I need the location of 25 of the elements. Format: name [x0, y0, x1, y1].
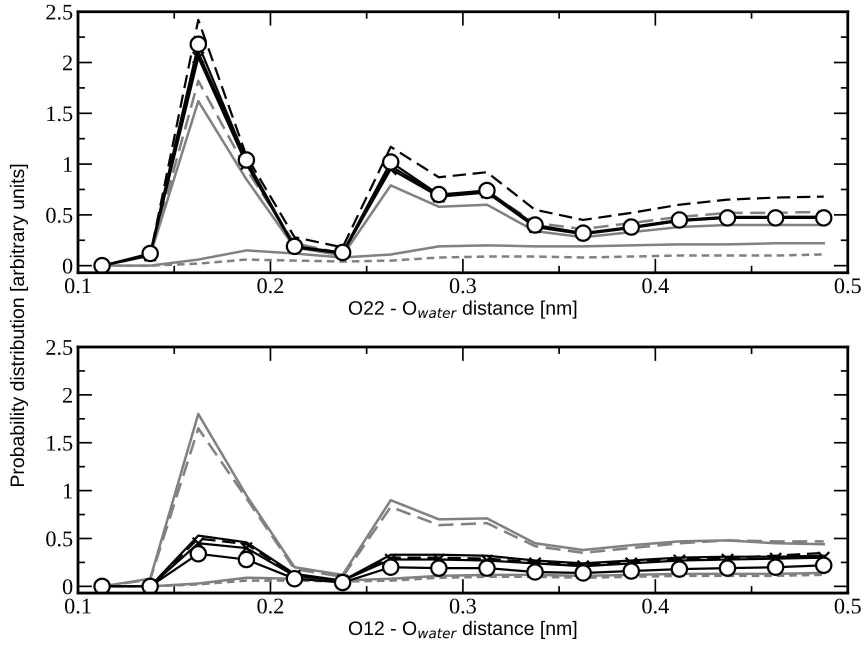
x-tick-label: 0.3	[450, 278, 476, 294]
x-tick-label: 0.2	[257, 598, 284, 614]
x-tick-label: 0.4	[642, 278, 669, 294]
x-axis-title: O12 - O$_{water}$ distance [nm]	[348, 620, 576, 639]
y-tick-label: 2	[63, 56, 72, 70]
y-tick-label: 1.5	[47, 106, 72, 122]
y-tick-label: 0.5	[46, 531, 72, 547]
y-tick-label: 2	[63, 388, 72, 403]
y-tick-label: 2.5	[46, 4, 72, 20]
y-tick-label: 1	[64, 157, 72, 172]
y-axis-title: Probability distribution [arbitrary units]	[10, 164, 28, 486]
x-tick-label: 0.1	[64, 598, 91, 614]
y-tick-label: 0	[62, 579, 72, 594]
x-tick-label: 0.2	[257, 278, 284, 294]
y-tick-label: 1.5	[47, 436, 72, 451]
x-tick-label: 0.4	[642, 598, 669, 614]
x-tick-label: 0.1	[64, 278, 91, 294]
y-tick-label: 0.5	[46, 208, 72, 223]
x-tick-label: 0.5	[834, 278, 861, 294]
x-tick-label: 0.3	[450, 598, 476, 614]
y-tick-label: 1	[64, 484, 72, 498]
y-tick-label: 2.5	[46, 340, 72, 356]
y-tick-label: 0	[62, 258, 72, 274]
x-tick-label: 0.5	[834, 598, 861, 614]
x-axis-title: O22 - O$_{water}$ distance [nm]	[348, 300, 576, 319]
